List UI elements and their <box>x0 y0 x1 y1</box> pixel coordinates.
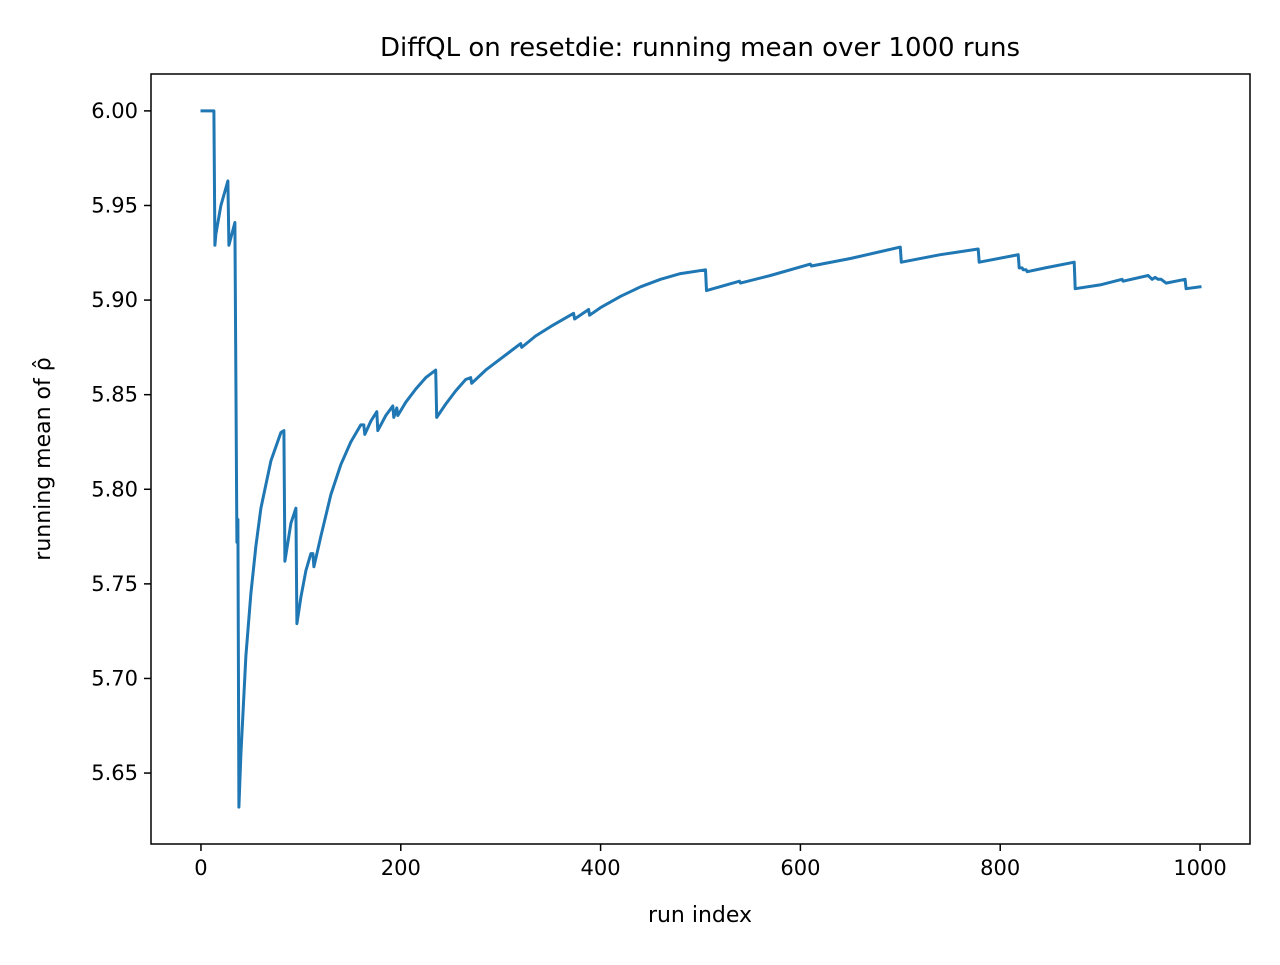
plot-frame <box>150 73 1251 845</box>
x-axis-ticks: 0 200 400 600 800 1000 <box>194 844 1227 880</box>
x-tick-label: 600 <box>780 856 820 880</box>
x-tick-label: 800 <box>980 856 1020 880</box>
y-axis-label: running mean of ρ̂ <box>31 357 56 560</box>
x-tick-label: 1000 <box>1173 856 1226 880</box>
y-tick-label: 5.75 <box>91 572 138 596</box>
y-tick-label: 5.90 <box>91 288 138 312</box>
y-axis-ticks: 5.65 5.70 5.75 5.80 5.85 5.90 5.95 6.00 <box>91 99 151 785</box>
series-layer <box>200 109 1202 809</box>
chart-title: DiffQL on resetdie: running mean over 10… <box>380 33 1020 63</box>
x-tick-label: 400 <box>581 856 621 880</box>
x-tick-label: 0 <box>194 856 207 880</box>
y-tick-label: 5.70 <box>91 666 138 690</box>
y-tick-label: 6.00 <box>91 99 138 123</box>
y-tick-label: 5.95 <box>91 193 138 217</box>
y-tick-label: 5.65 <box>91 761 138 785</box>
y-tick-label: 5.85 <box>91 383 138 407</box>
series-line-0 <box>200 109 1202 809</box>
x-tick-label: 200 <box>381 856 421 880</box>
x-axis-label: run index <box>648 903 752 928</box>
y-tick-label: 5.80 <box>91 477 138 501</box>
